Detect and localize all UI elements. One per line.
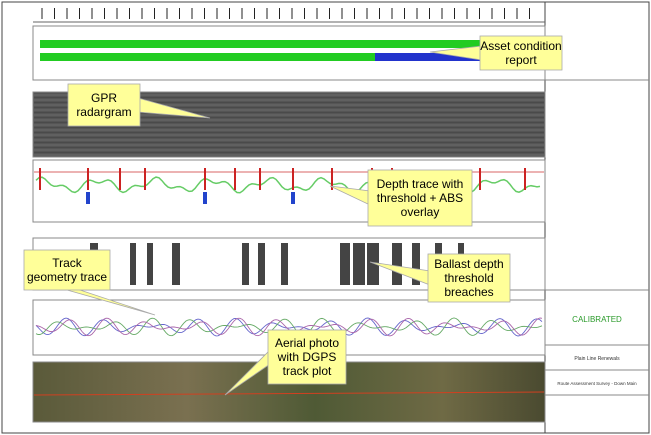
callout-text: Aerial photo xyxy=(275,336,339,350)
abs-marker xyxy=(291,192,295,204)
callout-text: Asset condition xyxy=(480,39,561,53)
breach-bar xyxy=(147,243,153,285)
callout-text: with DGPS xyxy=(277,350,337,364)
callout-text: track plot xyxy=(283,364,332,378)
breach-bar xyxy=(172,243,180,285)
abs-marker xyxy=(86,192,90,204)
callout-text: geometry trace xyxy=(27,270,107,284)
abs-marker xyxy=(203,192,207,204)
callout-text: report xyxy=(505,53,537,67)
breach-bar xyxy=(130,243,136,285)
project: Plain Line Renewals xyxy=(574,356,620,362)
callout-text: threshold + ABS xyxy=(377,191,463,205)
callout-text: GPR xyxy=(91,91,117,105)
callout-text: radargram xyxy=(76,105,131,119)
survey: Route Assessment Survey - Down Main xyxy=(557,381,637,386)
breach-bar xyxy=(258,243,265,285)
breach-bar xyxy=(242,243,249,285)
status: CALIBRATED xyxy=(572,315,622,324)
callout-text: Ballast depth xyxy=(434,257,503,271)
callout-text: breaches xyxy=(444,285,493,299)
breach-bar xyxy=(281,243,288,285)
callout-text: overlay xyxy=(401,205,440,219)
report-sheet: CALIBRATED Plain Line Renewals Route Ass… xyxy=(0,0,651,435)
callout-text: Depth trace with xyxy=(377,177,464,191)
asset-bar xyxy=(40,40,540,48)
callout-text: threshold xyxy=(444,271,493,285)
breach-bar xyxy=(353,243,365,285)
breach-bar xyxy=(340,243,350,285)
callout-text: Track xyxy=(52,256,83,270)
breach-bar xyxy=(392,243,402,285)
